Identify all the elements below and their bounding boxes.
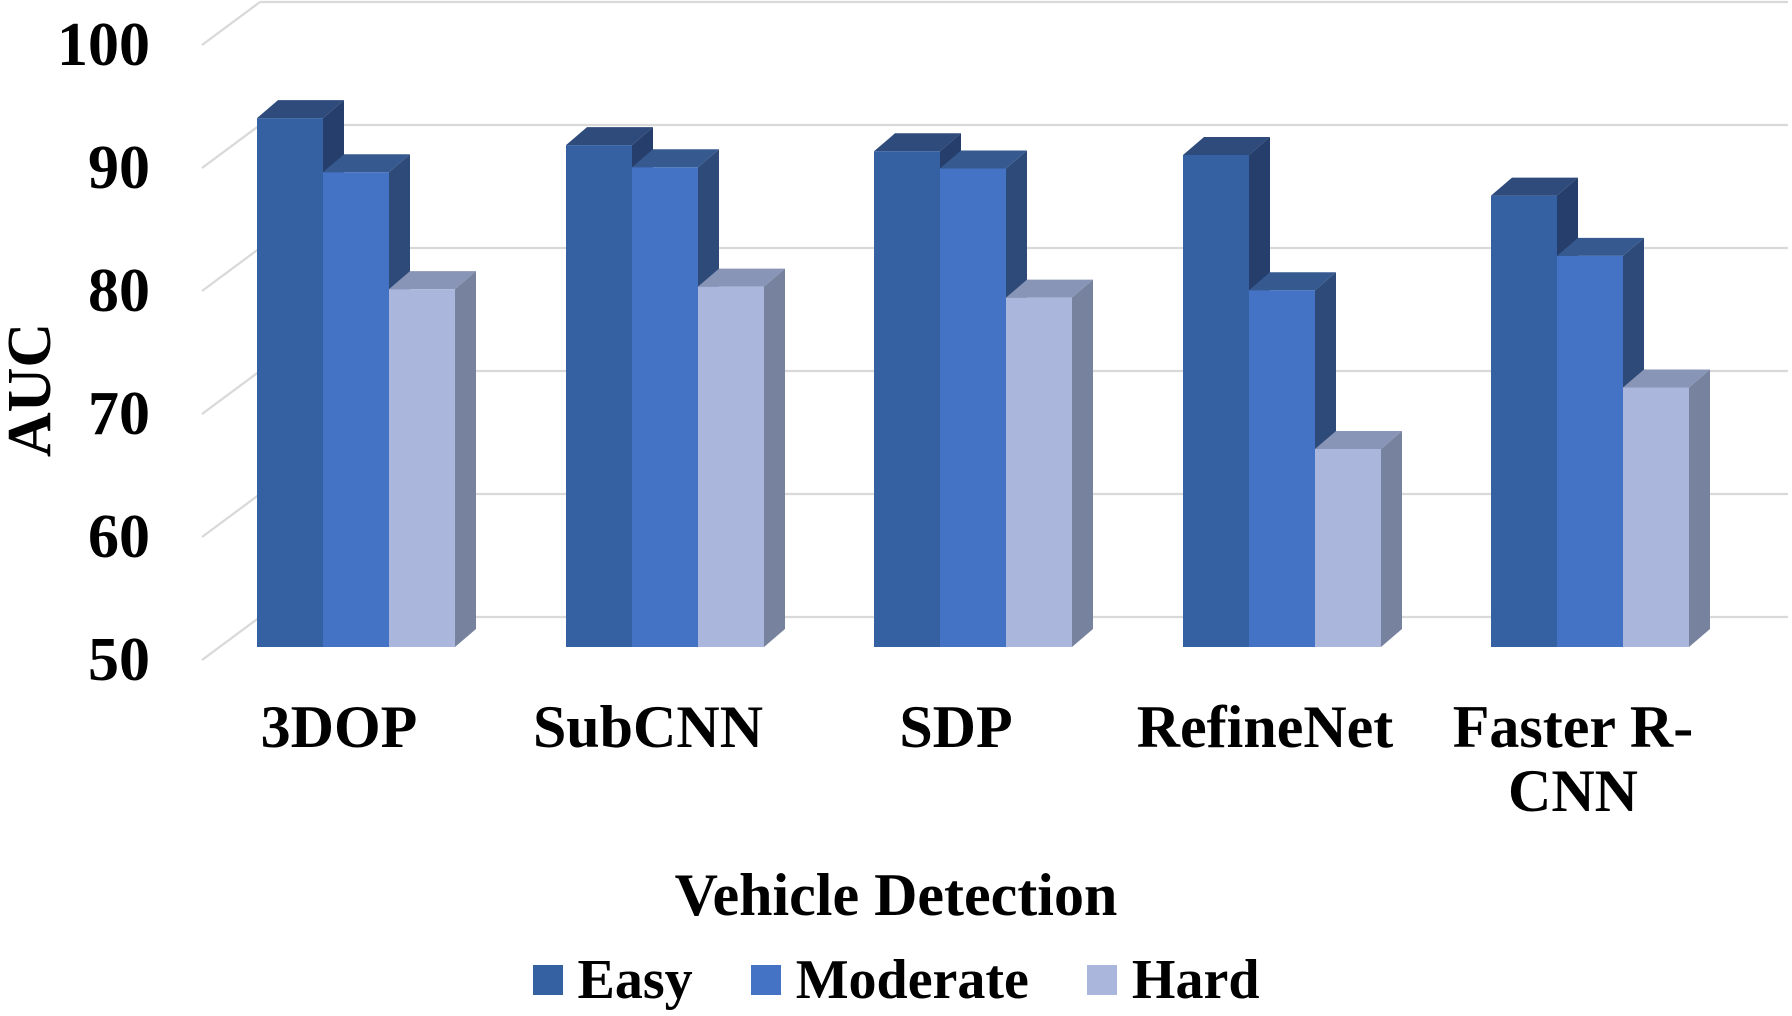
bar-front-face	[698, 286, 764, 647]
bar-RefineNet-Hard	[1315, 430, 1402, 647]
bar-top-face	[1491, 177, 1578, 196]
bar-front-face	[632, 167, 698, 648]
category-label-SDP: SDP	[899, 694, 1012, 760]
bar-front-face	[874, 151, 940, 647]
y-grid-tick-90	[201, 124, 261, 169]
bar-3DOP-Hard	[389, 271, 476, 647]
bar-front-face	[1491, 195, 1557, 647]
x-axis-title: Vehicle Detection	[674, 862, 1118, 928]
bar-front-face	[940, 168, 1006, 647]
bar-side-face	[1381, 430, 1402, 647]
legend-swatch-moderate-icon	[750, 965, 781, 995]
bar-top-face	[323, 154, 410, 173]
bar-front-face	[389, 289, 455, 647]
bar-side-face	[1072, 279, 1093, 647]
bar-front-face	[1183, 155, 1249, 647]
bar-top-face	[698, 268, 785, 287]
bar-front-face	[1006, 297, 1072, 647]
category-label-SubCNN: SubCNN	[533, 694, 763, 760]
category-label-RefineNet: RefineNet	[1137, 694, 1394, 760]
bar-top-face	[1623, 369, 1710, 388]
bar-front-face	[1623, 387, 1689, 647]
y-grid-tick-50	[201, 616, 261, 661]
bar-SDP-Hard	[1006, 279, 1093, 647]
legend-swatch-easy-icon	[532, 965, 563, 995]
bar-top-face	[874, 133, 961, 152]
bar-top-face	[1006, 279, 1093, 298]
y-tick-label-90: 90	[88, 134, 150, 202]
bar-front-face	[566, 145, 632, 647]
y-grid-tick-80	[201, 247, 261, 292]
category-label-3DOP: 3DOP	[261, 694, 418, 760]
y-tick-label-70: 70	[88, 380, 150, 448]
bar-top-face	[1557, 237, 1644, 256]
bar-SubCNN-Hard	[698, 268, 785, 647]
bar-front-face	[1249, 290, 1315, 647]
bar-top-face	[1183, 137, 1270, 155]
category-label-Faster-R-CNN: Faster R-	[1453, 694, 1693, 760]
legend-label-hard: Hard	[1131, 949, 1260, 1011]
bar-top-face	[257, 100, 344, 119]
bar-top-face	[389, 271, 476, 290]
y-grid-tick-60	[201, 493, 261, 538]
legend-label-easy: Easy	[577, 949, 693, 1011]
bar-top-face	[632, 149, 719, 168]
bar-side-face	[1689, 369, 1710, 647]
bar-front-face	[1557, 255, 1623, 648]
category-label-Faster-R-CNN: CNN	[1508, 758, 1638, 824]
y-tick-label-50: 50	[88, 626, 150, 694]
bar-top-face	[1249, 272, 1336, 291]
y-grid-tick-70	[201, 370, 261, 415]
legend-item-hard: Hard	[1086, 949, 1260, 1011]
y-tick-label-60: 60	[88, 503, 150, 571]
bar-top-face	[940, 150, 1027, 169]
bar-side-face	[764, 268, 785, 647]
bar-front-face	[323, 172, 389, 647]
bar-top-face	[566, 127, 653, 146]
bar-side-face	[455, 271, 476, 647]
y-tick-label-100: 100	[57, 11, 150, 79]
legend: Easy Moderate Hard	[0, 948, 1792, 1012]
y-grid-tick-100	[201, 1, 261, 46]
legend-swatch-hard-icon	[1086, 965, 1117, 995]
legend-label-moderate: Moderate	[795, 949, 1029, 1011]
legend-item-easy: Easy	[532, 949, 693, 1011]
y-tick-label-80: 80	[88, 257, 150, 325]
legend-item-moderate: Moderate	[750, 949, 1029, 1011]
bar-Faster-R-CNN-Hard	[1623, 369, 1710, 647]
bar-front-face	[257, 118, 323, 648]
y-axis-title: AUC	[0, 323, 64, 457]
bar-front-face	[1315, 448, 1381, 647]
bar-top-face	[1315, 430, 1402, 449]
